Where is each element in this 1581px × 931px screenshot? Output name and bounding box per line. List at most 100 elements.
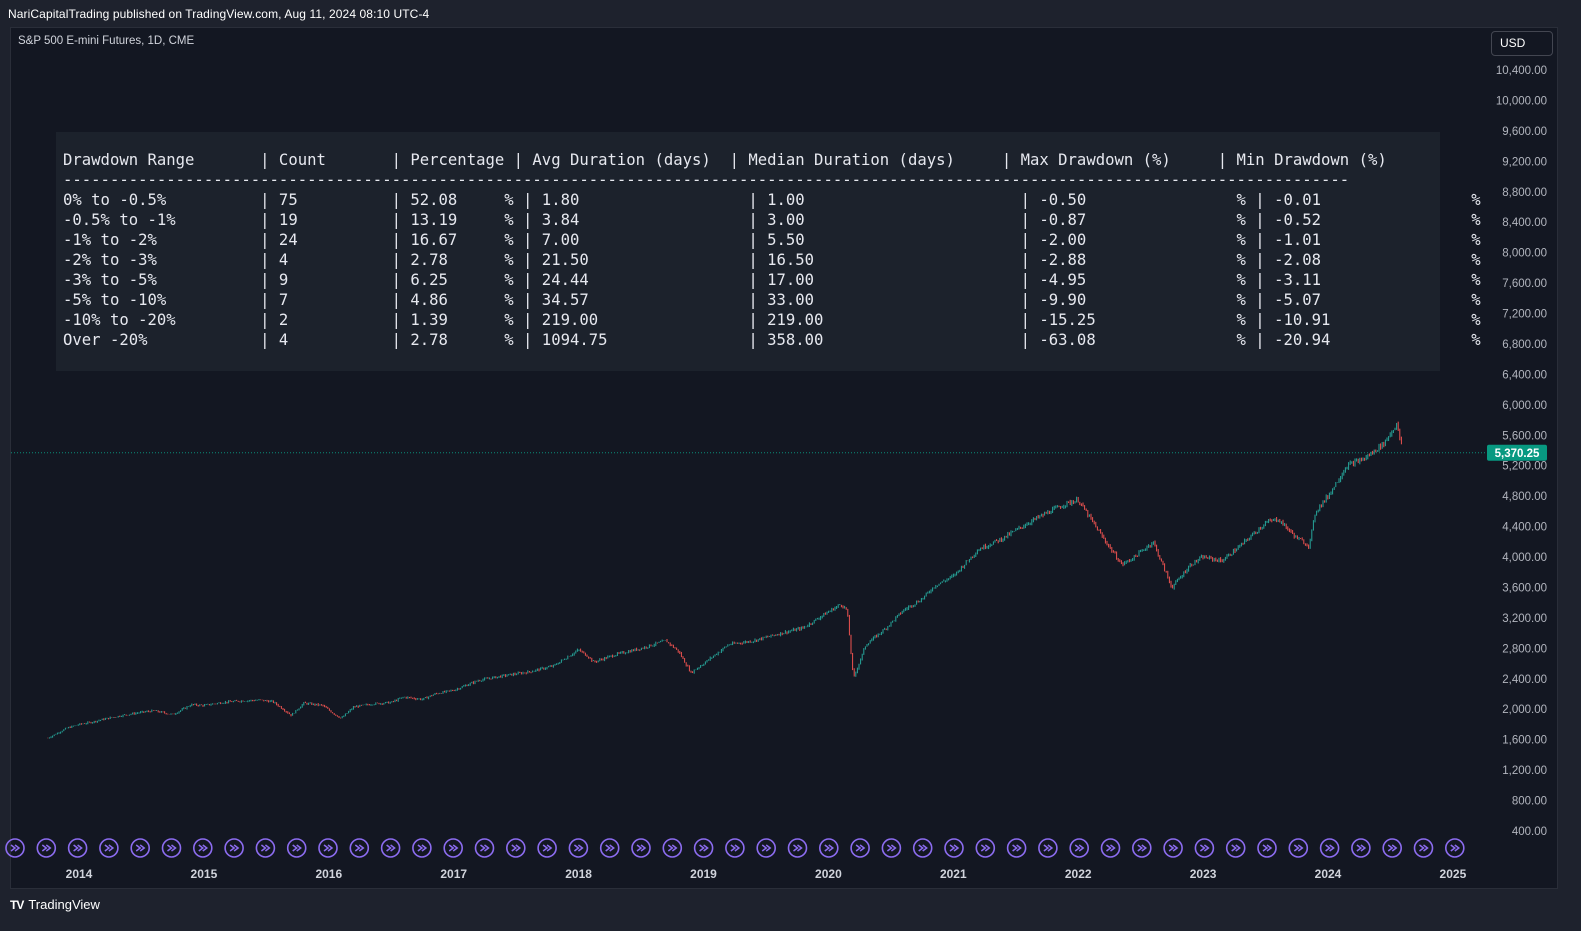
marker-ring xyxy=(850,838,870,858)
event-marker-icon[interactable] xyxy=(1006,838,1027,858)
event-marker-icon[interactable] xyxy=(349,838,370,858)
event-marker-icon[interactable] xyxy=(224,838,244,858)
marker-arrow xyxy=(73,844,83,852)
y-tick-label: 8,800.00 xyxy=(1502,187,1547,199)
price-series xyxy=(47,421,1402,739)
y-tick-label: 10,000.00 xyxy=(1496,95,1547,107)
y-tick-label: 800.00 xyxy=(1512,796,1547,808)
marker-ring xyxy=(787,838,808,858)
event-marker-icon[interactable] xyxy=(318,838,338,858)
marker-ring xyxy=(161,838,182,858)
event-marker-icon[interactable] xyxy=(818,838,839,858)
y-tick-label: 1,600.00 xyxy=(1502,735,1547,747)
marker-arrow xyxy=(667,844,678,852)
y-tick-label: 8,400.00 xyxy=(1502,217,1547,229)
event-marker-icon[interactable] xyxy=(286,838,307,858)
event-marker-icon[interactable] xyxy=(5,838,25,858)
event-marker-icon[interactable] xyxy=(975,838,996,858)
event-marker-icon[interactable] xyxy=(881,838,902,858)
footer-brand[interactable]: TV TradingView xyxy=(10,897,100,912)
marker-ring xyxy=(693,838,714,858)
last-price-box xyxy=(1487,444,1547,461)
y-tick-label: 6,800.00 xyxy=(1502,339,1547,351)
marker-ring xyxy=(912,838,933,858)
event-marker-icon[interactable] xyxy=(193,838,213,858)
event-marker-icon[interactable] xyxy=(443,838,464,858)
marker-ring xyxy=(756,838,777,858)
event-marker-icon[interactable] xyxy=(1445,838,1465,858)
event-marker-icon[interactable] xyxy=(850,838,870,858)
event-marker-icon[interactable] xyxy=(67,838,88,858)
event-marker-icon[interactable] xyxy=(1382,838,1402,858)
marker-ring xyxy=(349,838,370,858)
marker-ring xyxy=(130,838,150,858)
event-marker-icon[interactable] xyxy=(1163,838,1183,858)
event-marker-icon[interactable] xyxy=(693,838,714,858)
event-marker-icon[interactable] xyxy=(1288,838,1309,858)
y-tick-label: 2,800.00 xyxy=(1502,643,1547,655)
event-marker-icon[interactable] xyxy=(537,838,557,858)
y-tick-label: 4,000.00 xyxy=(1502,552,1547,564)
y-tick-label: 7,200.00 xyxy=(1502,309,1547,321)
marker-arrow xyxy=(260,844,271,852)
y-tick-label: 6,400.00 xyxy=(1502,369,1547,381)
marker-arrow xyxy=(104,844,115,852)
event-marker-icon[interactable] xyxy=(505,838,526,858)
event-marker-icon[interactable] xyxy=(1319,838,1340,858)
marker-arrow xyxy=(1450,844,1461,852)
event-marker-icon[interactable] xyxy=(662,838,683,858)
event-marker-icon[interactable] xyxy=(1194,838,1215,858)
event-marker-icon[interactable] xyxy=(255,838,276,858)
marker-arrow xyxy=(1356,844,1367,852)
event-marker-icon[interactable] xyxy=(130,838,150,858)
event-marker-icon[interactable] xyxy=(1351,838,1371,858)
event-marker-icon[interactable] xyxy=(912,838,933,858)
event-marker-icon[interactable] xyxy=(99,838,119,858)
event-marker-icon[interactable] xyxy=(568,838,589,858)
event-marker-icon[interactable] xyxy=(1069,838,1089,858)
event-marker-icon[interactable] xyxy=(161,838,182,858)
event-marker-icon[interactable] xyxy=(412,838,432,858)
marker-arrow xyxy=(855,844,866,852)
event-marker-icon[interactable] xyxy=(631,838,651,858)
event-marker-icon[interactable] xyxy=(756,838,777,858)
y-tick-label: 400.00 xyxy=(1512,826,1547,838)
y-tick-label: 8,000.00 xyxy=(1502,248,1547,260)
brand-name: TradingView xyxy=(28,897,100,912)
y-tick-label: 3,200.00 xyxy=(1502,613,1547,625)
event-marker-icon[interactable] xyxy=(36,838,57,858)
event-marker-icon[interactable] xyxy=(1413,838,1434,858)
marker-arrow xyxy=(135,844,146,852)
marker-arrow xyxy=(1293,844,1304,852)
marker-arrow xyxy=(1262,844,1273,852)
y-tick-label: 5,200.00 xyxy=(1502,461,1547,473)
event-marker-icon[interactable] xyxy=(787,838,808,858)
marker-ring xyxy=(1225,838,1246,858)
event-marker-icon[interactable] xyxy=(1257,838,1277,858)
event-marker-icon[interactable] xyxy=(380,838,401,858)
event-marker-icon[interactable] xyxy=(1100,838,1121,858)
event-marker-icon[interactable] xyxy=(1038,838,1058,858)
x-tick-label: 2023 xyxy=(1190,867,1217,881)
x-tick-label: 2021 xyxy=(940,867,967,881)
event-marker-icon[interactable] xyxy=(474,838,495,858)
currency-selector[interactable]: USD xyxy=(1491,31,1553,56)
marker-arrow xyxy=(1419,844,1429,852)
marker-ring xyxy=(36,838,57,858)
marker-ring xyxy=(1288,838,1309,858)
marker-arrow xyxy=(824,844,835,852)
event-marker-icon[interactable] xyxy=(944,838,964,858)
marker-ring xyxy=(224,838,244,858)
event-marker-icon[interactable] xyxy=(1132,838,1152,858)
marker-ring xyxy=(944,838,964,858)
marker-arrow xyxy=(1043,844,1054,852)
marker-ring xyxy=(568,838,589,858)
y-tick-label: 10,400.00 xyxy=(1496,65,1547,77)
marker-ring xyxy=(975,838,996,858)
event-marker-icon[interactable] xyxy=(599,838,620,858)
event-marker-icon[interactable] xyxy=(725,838,745,858)
symbol-title[interactable]: S&P 500 E-mini Futures, 1D, CME xyxy=(18,35,195,47)
event-marker-icon[interactable] xyxy=(1225,838,1246,858)
marker-ring xyxy=(193,838,213,858)
